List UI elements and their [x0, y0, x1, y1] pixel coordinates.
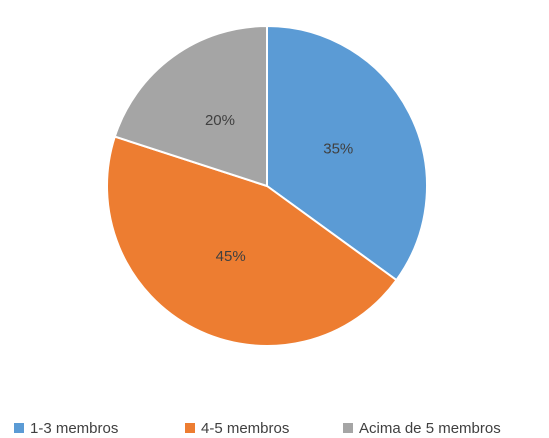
- legend-label: Acima de 5 membros: [359, 420, 501, 437]
- legend-swatch: [185, 423, 195, 433]
- pie-slice: [106, 135, 398, 347]
- pie-slice: [266, 24, 428, 282]
- legend-swatch: [343, 423, 353, 433]
- data-label: 35%: [323, 141, 353, 158]
- legend-swatch: [14, 423, 24, 433]
- pie-slice: [113, 24, 268, 188]
- legend-label: 4-5 membros: [201, 420, 289, 437]
- legend-label: 1-3 membros: [30, 420, 118, 437]
- data-label: 20%: [205, 112, 235, 129]
- data-label: 45%: [216, 248, 246, 265]
